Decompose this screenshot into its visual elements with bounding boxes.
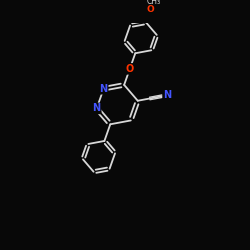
Text: N: N <box>92 104 101 114</box>
Text: O: O <box>126 64 134 74</box>
Text: N: N <box>100 84 108 94</box>
Text: N: N <box>163 90 171 100</box>
Text: CH₃: CH₃ <box>146 0 161 6</box>
Text: O: O <box>147 5 155 14</box>
